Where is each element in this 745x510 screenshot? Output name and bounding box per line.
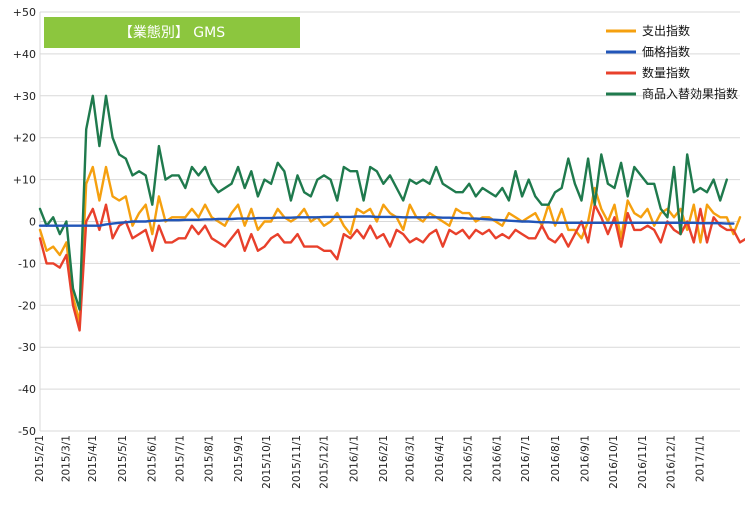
y-tick-label: 0 <box>29 216 36 229</box>
x-tick-label: 2016/8/1 <box>550 435 562 482</box>
y-tick-label: +40 <box>13 48 36 61</box>
x-tick-label: 2016/6/1 <box>492 435 504 482</box>
y-axis-ticks: +50 +40 +30 +20 +10 0 -10 -20 -30 -40 -50 <box>13 6 36 438</box>
y-tick-label: -30 <box>18 341 36 354</box>
x-tick-label: 2015/5/1 <box>117 435 129 482</box>
x-tick-label: 2015/4/1 <box>87 435 99 482</box>
y-tick-label: +10 <box>13 174 36 187</box>
chart-title: 【業態別】 GMS <box>119 25 225 41</box>
x-tick-label: 2015/2/1 <box>34 435 46 482</box>
x-tick-label: 2016/7/1 <box>520 435 532 482</box>
y-tick-label: +30 <box>13 90 36 103</box>
x-tick-label: 2016/9/1 <box>579 435 591 482</box>
x-tick-label: 2016/3/1 <box>404 435 416 482</box>
x-tick-label: 2016/1/1 <box>348 435 360 482</box>
y-tick-label: +50 <box>13 6 36 19</box>
y-tick-label: -10 <box>18 257 36 270</box>
chart-title-background <box>44 17 300 48</box>
x-tick-label: 2015/12/1 <box>319 435 331 489</box>
series-line <box>38 203 745 332</box>
legend-label: 商品入替効果指数 <box>642 86 738 101</box>
x-tick-label: 2015/8/1 <box>204 435 216 482</box>
legend-label: 数量指数 <box>642 65 690 80</box>
x-tick-label: 2016/11/1 <box>637 435 649 489</box>
x-tick-label: 2017/1/1 <box>694 435 706 482</box>
legend-label: 価格指数 <box>642 44 690 59</box>
legend-label: 支出指数 <box>642 23 690 38</box>
series-layer <box>38 94 745 332</box>
y-tick-label: -40 <box>18 383 36 396</box>
series-line <box>38 165 742 324</box>
x-tick-label: 2016/12/1 <box>665 435 677 489</box>
x-tick-label: 2015/3/1 <box>60 435 72 482</box>
series-line <box>38 215 735 227</box>
chart-title-box: 【業態別】 GMS <box>44 17 300 48</box>
x-tick-label: 2016/2/1 <box>378 435 390 482</box>
x-tick-label: 2015/9/1 <box>233 435 245 482</box>
x-tick-label: 2016/4/1 <box>434 435 446 482</box>
series-line <box>38 94 728 311</box>
x-axis-ticks: 2015/2/1 2015/3/1 2015/4/1 2015/5/1 2015/6/1… <box>34 435 706 489</box>
y-tick-label: -20 <box>18 299 36 312</box>
x-tick-label: 2015/10/1 <box>261 435 273 489</box>
x-tick-label: 2015/7/1 <box>175 435 187 482</box>
y-tick-label: -50 <box>18 425 36 438</box>
x-tick-label: 2015/6/1 <box>146 435 158 482</box>
x-tick-label: 2016/5/1 <box>463 435 475 482</box>
x-tick-label: 2015/11/1 <box>291 435 303 489</box>
y-tick-label: +20 <box>13 132 36 145</box>
x-tick-label: 2016/10/1 <box>608 435 620 489</box>
